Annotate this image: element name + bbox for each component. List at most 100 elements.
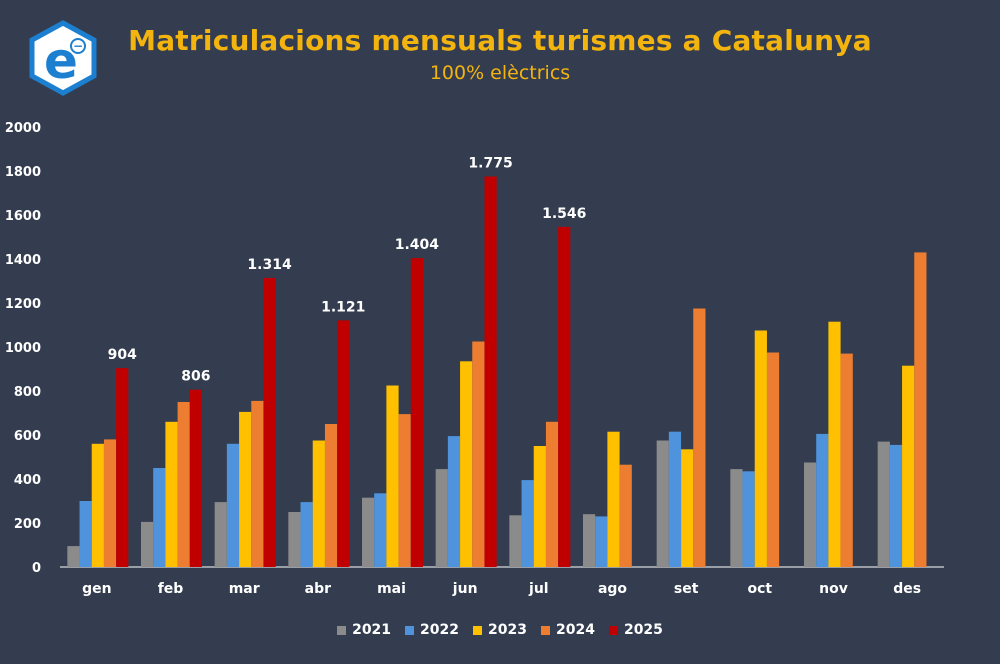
bar-2022-ago bbox=[595, 516, 608, 567]
bar-2021-nov bbox=[804, 462, 817, 567]
bar-2024-nov bbox=[840, 353, 853, 567]
bar-2024-mai bbox=[398, 414, 411, 567]
bar-2023-nov bbox=[828, 321, 841, 567]
x-tick-label: feb bbox=[158, 581, 184, 597]
legend-label: 2023 bbox=[488, 622, 527, 638]
legend-label: 2024 bbox=[555, 622, 595, 638]
data-label: 1.546 bbox=[542, 206, 586, 222]
bar-2024-gen bbox=[103, 439, 117, 567]
legend-item-2025: 2025 bbox=[608, 622, 663, 638]
bar-2022-mai bbox=[374, 493, 387, 567]
bar-2022-feb bbox=[153, 468, 166, 567]
chart-title: Matriculacions mensuals turismes a Catal… bbox=[128, 24, 872, 57]
legend-label: 2025 bbox=[623, 622, 663, 638]
hexagon-logo-icon: e − bbox=[29, 20, 97, 96]
data-label: 904 bbox=[108, 347, 137, 363]
bar-2021-jul bbox=[509, 515, 522, 567]
legend-label: 2021 bbox=[352, 622, 392, 638]
bar-2023-jul bbox=[533, 446, 546, 567]
legend-item-2022: 2022 bbox=[405, 622, 459, 638]
bar-2024-oct bbox=[766, 352, 780, 567]
legend-swatch bbox=[473, 625, 483, 635]
bar-2025-mai bbox=[410, 258, 423, 567]
x-tick-label: nov bbox=[819, 581, 848, 597]
legend-item-2023: 2023 bbox=[473, 622, 527, 638]
y-tick-label: 600 bbox=[14, 429, 41, 444]
bar-2024-abr bbox=[324, 424, 338, 567]
y-tick-label: 1000 bbox=[5, 341, 41, 356]
data-label: 806 bbox=[181, 369, 210, 385]
bar-2023-mar bbox=[239, 411, 252, 567]
bar-2022-oct bbox=[742, 471, 755, 567]
bar-2023-oct bbox=[754, 330, 767, 567]
y-tick-label: 1200 bbox=[5, 297, 41, 312]
bar-2022-jul bbox=[521, 480, 534, 567]
bar-2022-des bbox=[889, 444, 903, 567]
logo-badge: e − bbox=[28, 20, 98, 96]
bar-2023-feb bbox=[165, 421, 178, 567]
logo-minus-sign: − bbox=[73, 39, 83, 53]
bar-2025-abr bbox=[337, 320, 350, 567]
bar-2021-mai bbox=[362, 497, 375, 567]
x-tick-label: mai bbox=[377, 581, 406, 597]
bar-2022-gen bbox=[79, 501, 92, 567]
y-tick-label: 1400 bbox=[5, 253, 41, 268]
legend-label: 2022 bbox=[420, 622, 460, 638]
data-label: 1.121 bbox=[321, 299, 365, 315]
bar-2023-mai bbox=[386, 385, 399, 567]
y-tick-label: 0 bbox=[32, 561, 41, 576]
legend-item-2021: 2021 bbox=[337, 622, 391, 638]
data-label: 1.775 bbox=[468, 156, 512, 172]
legend-swatch bbox=[405, 625, 415, 635]
bar-2022-jun bbox=[447, 436, 461, 567]
bar-2024-jun bbox=[472, 341, 485, 567]
bar-2021-oct bbox=[730, 469, 743, 567]
x-tick-label: gen bbox=[82, 581, 111, 597]
bar-2021-abr bbox=[288, 512, 301, 567]
bar-2023-set bbox=[681, 449, 694, 567]
y-tick-label: 400 bbox=[14, 473, 41, 488]
bar-2021-gen bbox=[67, 546, 80, 567]
bar-2025-jul bbox=[558, 226, 571, 567]
bar-2021-des bbox=[877, 441, 890, 567]
bar-2021-jun bbox=[435, 469, 448, 567]
bar-2025-gen bbox=[116, 368, 129, 567]
bar-2022-nov bbox=[816, 433, 829, 567]
bar-2025-jun bbox=[484, 176, 497, 567]
x-tick-label: set bbox=[674, 581, 699, 597]
legend-swatch bbox=[337, 625, 347, 635]
bar-2021-ago bbox=[583, 514, 596, 567]
bar-2021-set bbox=[656, 440, 669, 567]
legend-swatch bbox=[608, 625, 618, 635]
legend-item-2024: 2024 bbox=[540, 622, 595, 638]
bar-2021-feb bbox=[141, 521, 154, 567]
bar-2024-ago bbox=[619, 464, 632, 567]
y-tick-label: 800 bbox=[14, 385, 41, 400]
legend-swatch bbox=[540, 625, 550, 635]
bar-2022-abr bbox=[300, 502, 313, 567]
y-tick-label: 200 bbox=[14, 517, 41, 532]
x-tick-label: des bbox=[893, 581, 921, 597]
y-tick-label: 1600 bbox=[5, 209, 41, 224]
y-tick-label: 2000 bbox=[5, 121, 41, 136]
x-tick-label: oct bbox=[748, 581, 773, 597]
bar-2021-mar bbox=[214, 502, 227, 567]
chart-subtitle: 100% elèctrics bbox=[429, 62, 571, 84]
y-tick-label: 1800 bbox=[5, 165, 41, 180]
bar-2022-mar bbox=[226, 443, 240, 567]
x-tick-label: jun bbox=[452, 581, 478, 597]
x-tick-label: ago bbox=[598, 581, 627, 597]
bar-2024-des bbox=[914, 252, 927, 567]
bar-2024-jul bbox=[545, 421, 559, 567]
bar-2023-gen bbox=[91, 443, 104, 567]
x-tick-label: abr bbox=[305, 581, 331, 597]
bar-2023-ago bbox=[607, 431, 620, 567]
bar-2025-mar bbox=[263, 277, 276, 567]
bar-2024-set bbox=[693, 308, 706, 567]
bar-2023-des bbox=[902, 365, 915, 567]
chart-legend: 2021 2022 2023 2024 2025 bbox=[0, 622, 1000, 638]
x-tick-label: mar bbox=[229, 581, 260, 597]
data-label: 1.314 bbox=[247, 257, 292, 273]
